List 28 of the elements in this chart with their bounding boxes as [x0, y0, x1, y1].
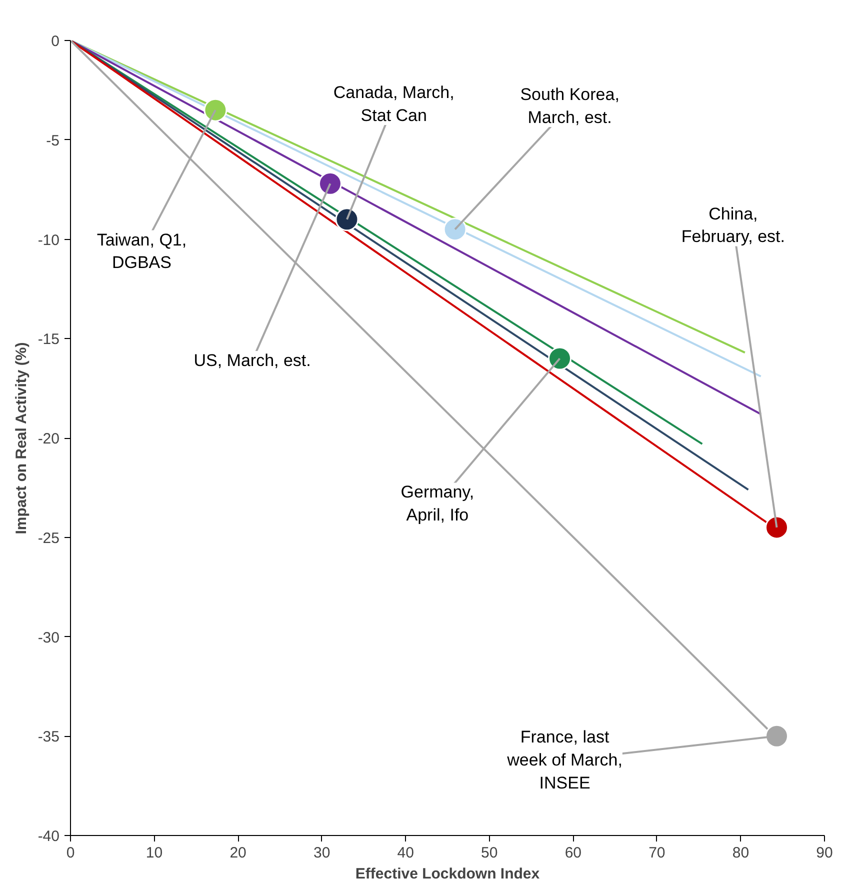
x-tick-label: 20 [230, 844, 246, 862]
y-tick-label: -40 [38, 828, 60, 845]
y-tick-label: -25 [38, 530, 60, 547]
y-tick-label: -35 [38, 728, 60, 746]
annotation: France, last week of March, INSEE [506, 728, 622, 792]
y-tick-label: 0 [51, 33, 60, 50]
x-tick-label: 80 [732, 844, 750, 862]
x-tick-label: 10 [146, 844, 163, 862]
annotation: US, March, est. [194, 350, 311, 370]
x-tick-label: 70 [648, 844, 666, 862]
x-tick-label: 0 [66, 844, 75, 862]
annotation: Germany, April, Ifo [400, 482, 474, 524]
y-tick-label: -20 [38, 430, 60, 448]
y-tick-label: -15 [38, 331, 60, 348]
y-tick-label: -5 [46, 132, 60, 150]
annotation: Taiwan, Q1, DGBAS [96, 230, 187, 272]
annotation: China, February, est. [681, 204, 785, 246]
x-tick-label: 50 [481, 844, 498, 862]
x-tick-label: 90 [816, 844, 833, 862]
annotation: South Korea, March, est. [520, 85, 620, 127]
y-tick-label: -10 [38, 232, 60, 249]
x-axis-title: Effective Lockdown Index [355, 866, 540, 882]
annotation: Canada, March, Stat Can [333, 83, 454, 125]
x-tick-label: 40 [397, 844, 414, 862]
y-tick-label: -30 [38, 629, 60, 646]
x-tick-label: 30 [313, 844, 330, 862]
x-tick-label: 60 [564, 844, 582, 862]
y-axis-title: Impact on Real Activity (%) [12, 342, 30, 534]
